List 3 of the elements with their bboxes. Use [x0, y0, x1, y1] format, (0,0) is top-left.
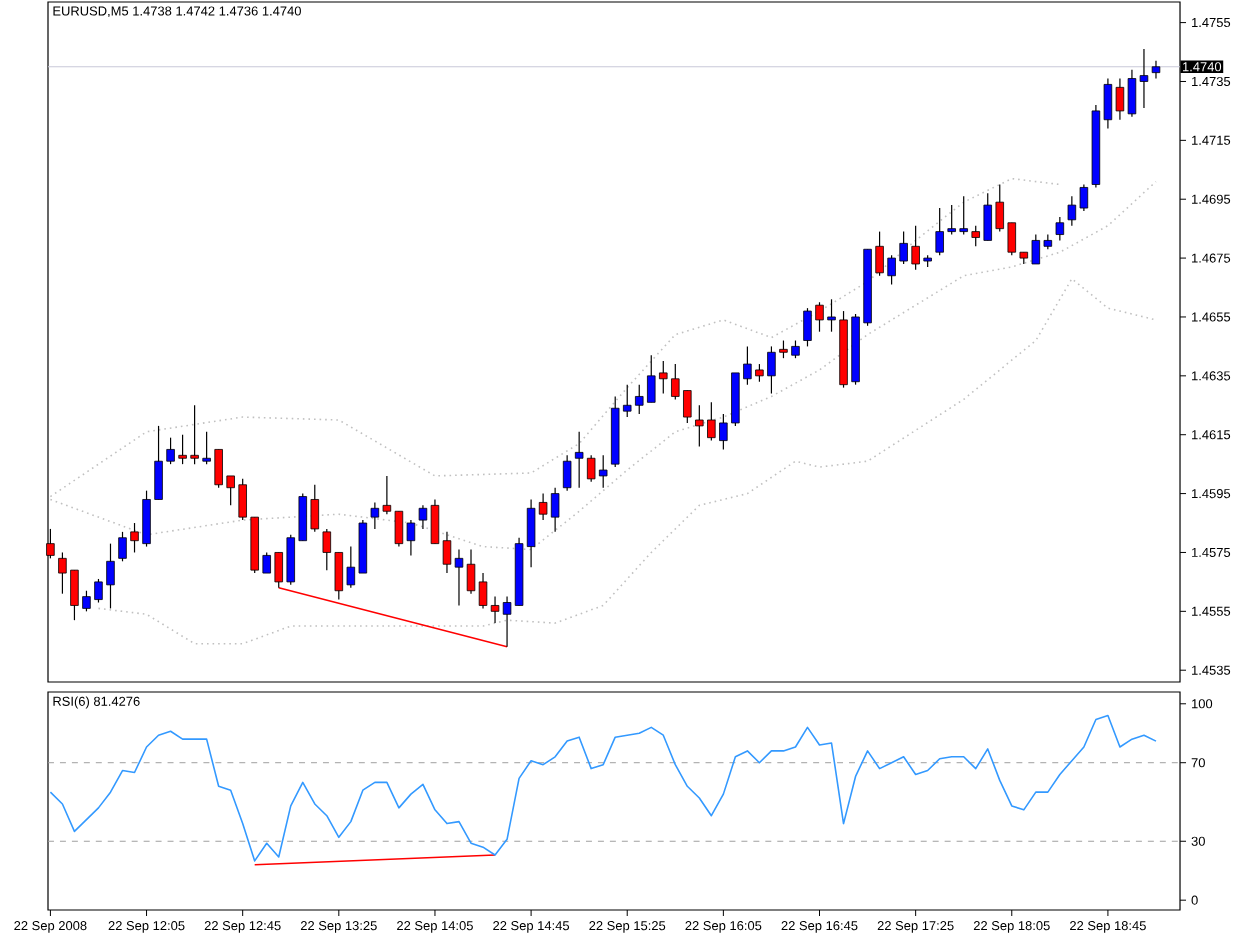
- candlestick: [1055, 216, 1065, 242]
- candlestick: [1151, 60, 1161, 80]
- candlestick: [562, 454, 572, 492]
